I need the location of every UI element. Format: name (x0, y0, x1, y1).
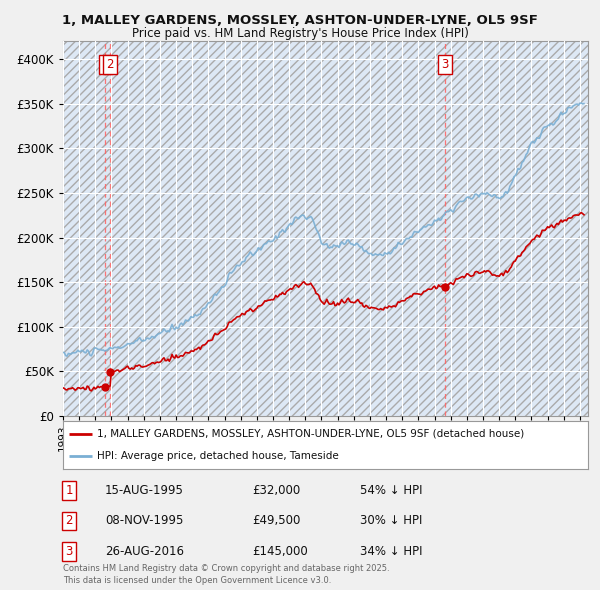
Text: 26-AUG-2016: 26-AUG-2016 (105, 545, 184, 558)
Text: 1, MALLEY GARDENS, MOSSLEY, ASHTON-UNDER-LYNE, OL5 9SF (detached house): 1, MALLEY GARDENS, MOSSLEY, ASHTON-UNDER… (97, 429, 524, 439)
Text: HPI: Average price, detached house, Tameside: HPI: Average price, detached house, Tame… (97, 451, 339, 461)
Text: £145,000: £145,000 (252, 545, 308, 558)
Text: 2: 2 (65, 514, 73, 527)
Text: 54% ↓ HPI: 54% ↓ HPI (360, 484, 422, 497)
Text: 08-NOV-1995: 08-NOV-1995 (105, 514, 184, 527)
Text: 1: 1 (65, 484, 73, 497)
Text: 34% ↓ HPI: 34% ↓ HPI (360, 545, 422, 558)
Text: Contains HM Land Registry data © Crown copyright and database right 2025.
This d: Contains HM Land Registry data © Crown c… (63, 565, 389, 585)
Text: 1, MALLEY GARDENS, MOSSLEY, ASHTON-UNDER-LYNE, OL5 9SF: 1, MALLEY GARDENS, MOSSLEY, ASHTON-UNDER… (62, 14, 538, 27)
Text: Price paid vs. HM Land Registry's House Price Index (HPI): Price paid vs. HM Land Registry's House … (131, 27, 469, 40)
Text: 30% ↓ HPI: 30% ↓ HPI (360, 514, 422, 527)
Text: 2: 2 (106, 58, 114, 71)
Text: 3: 3 (442, 58, 449, 71)
Text: 3: 3 (65, 545, 73, 558)
Text: 1: 1 (101, 58, 109, 71)
Text: £49,500: £49,500 (252, 514, 301, 527)
Text: £32,000: £32,000 (252, 484, 300, 497)
Text: 15-AUG-1995: 15-AUG-1995 (105, 484, 184, 497)
